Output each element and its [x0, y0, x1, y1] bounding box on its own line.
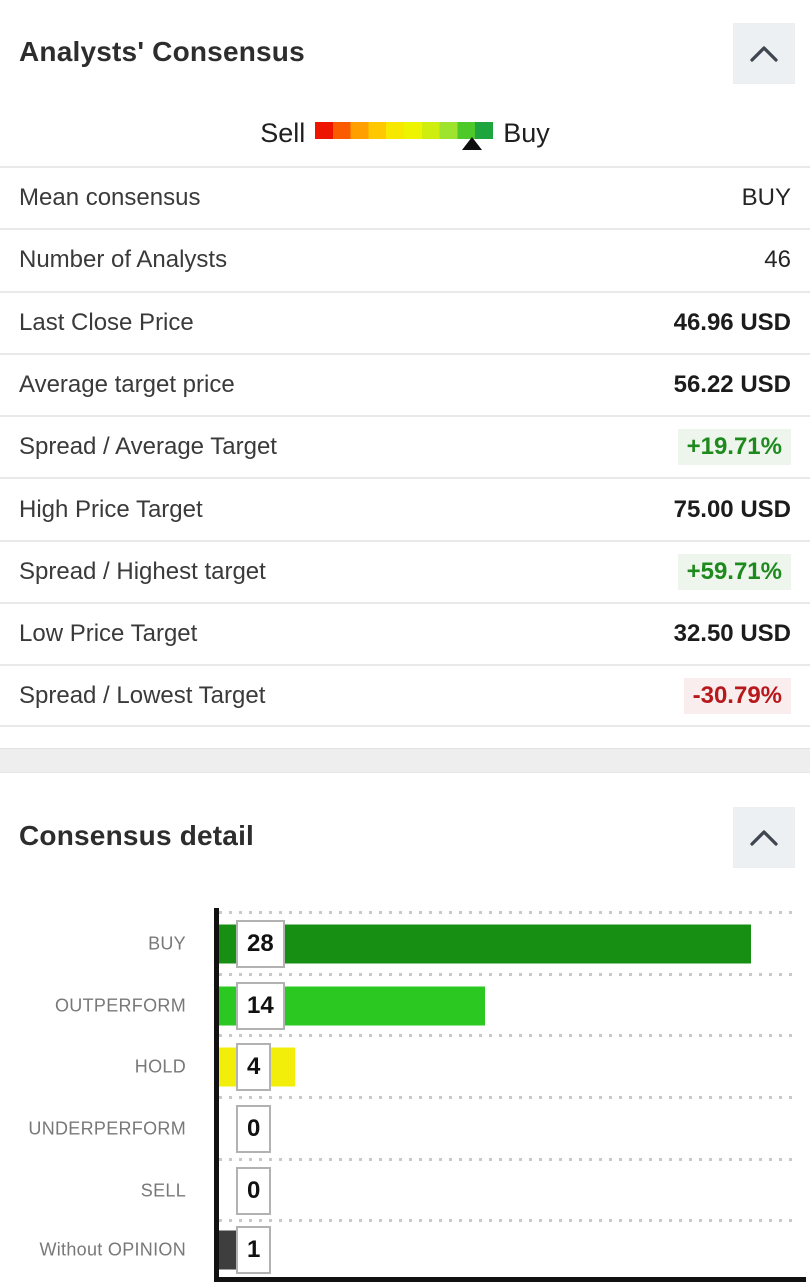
dotted-gridline [219, 1158, 793, 1161]
metric-label: Spread / Lowest Target [19, 681, 266, 709]
metric-label: Spread / Average Target [19, 433, 277, 461]
metric-value: BUY [741, 184, 791, 212]
gauge-gradient-bar [315, 121, 494, 150]
chart-value-box: 28 [236, 920, 285, 968]
chart-category-label: UNDERPERFORM [28, 1118, 186, 1139]
chart-category-label: SELL [140, 1180, 186, 1201]
chart-category-label: BUY [148, 933, 186, 954]
metric-value: 46 [764, 246, 791, 274]
collapse-button[interactable] [733, 807, 795, 868]
dotted-gridline [219, 973, 793, 976]
metric-value: +19.71% [677, 429, 791, 466]
gauge-buy-label: Buy [503, 117, 550, 148]
chart-row: BUY 28 [0, 913, 810, 975]
metric-row: Spread / Lowest Target -30.79% [0, 664, 810, 727]
metric-row: Number of Analysts 46 [0, 228, 810, 290]
gauge-sell-label: Sell [260, 117, 306, 148]
chart-row: Without OPINION 1 [0, 1221, 810, 1279]
y-axis-line [214, 908, 219, 1282]
dotted-gridline [219, 1219, 793, 1222]
panel-title: Analysts' Consensus [19, 36, 305, 67]
consensus-metrics-table: Mean consensus BUY Number of Analysts 46… [0, 166, 810, 727]
metric-label: Average target price [19, 371, 235, 399]
chart-value-box: 4 [236, 1043, 272, 1091]
x-axis-line [214, 1277, 806, 1282]
chart-category-label: HOLD [134, 1056, 186, 1077]
metric-value: 56.22 USD [673, 371, 791, 399]
metric-label: High Price Target [19, 495, 203, 523]
dotted-gridline [219, 1096, 793, 1099]
dotted-gridline [219, 911, 793, 914]
metric-row: Low Price Target 32.50 USD [0, 602, 810, 664]
metric-row: Last Close Price 46.96 USD [0, 290, 810, 353]
chevron-up-icon [746, 36, 782, 72]
chart-bar [219, 1230, 238, 1270]
chart-row: SELL 0 [0, 1160, 810, 1222]
metric-value: +59.71% [677, 553, 791, 590]
gauge-marker-icon [461, 136, 482, 150]
metric-row: High Price Target 75.00 USD [0, 477, 810, 539]
chart-category-label: Without OPINION [39, 1239, 186, 1260]
chart-value-box: 14 [236, 982, 285, 1030]
metric-label: Number of Analysts [19, 246, 228, 274]
panel-title: Consensus detail [19, 820, 255, 851]
chevron-up-icon [746, 820, 782, 856]
chart-bar [219, 924, 751, 964]
chart-row: OUTPERFORM 14 [0, 975, 810, 1037]
collapse-button[interactable] [733, 23, 795, 84]
chart-value-box: 1 [236, 1226, 272, 1274]
metric-label: Low Price Target [19, 620, 198, 648]
chart-row: HOLD 4 [0, 1036, 810, 1098]
dotted-gridline [219, 1034, 793, 1037]
chart-row: UNDERPERFORM 0 [0, 1098, 810, 1160]
metric-row: Spread / Average Target +19.71% [0, 415, 810, 477]
metric-label: Spread / Highest target [19, 557, 266, 585]
metric-value: 32.50 USD [673, 620, 791, 648]
metric-row: Mean consensus BUY [0, 166, 810, 228]
metric-row: Spread / Highest target +59.71% [0, 539, 810, 602]
metric-label: Last Close Price [19, 308, 194, 336]
metric-label: Mean consensus [19, 184, 201, 212]
chart-value-box: 0 [236, 1105, 272, 1153]
section-separator [0, 748, 810, 773]
metric-value: -30.79% [683, 677, 791, 714]
metric-value: 46.96 USD [673, 308, 791, 336]
chart-category-label: OUTPERFORM [55, 995, 186, 1016]
metric-value: 75.00 USD [673, 495, 791, 523]
consensus-gauge: Sell Buy [0, 100, 810, 166]
chart-value-box: 0 [236, 1167, 272, 1215]
metric-row: Average target price 56.22 USD [0, 352, 810, 415]
